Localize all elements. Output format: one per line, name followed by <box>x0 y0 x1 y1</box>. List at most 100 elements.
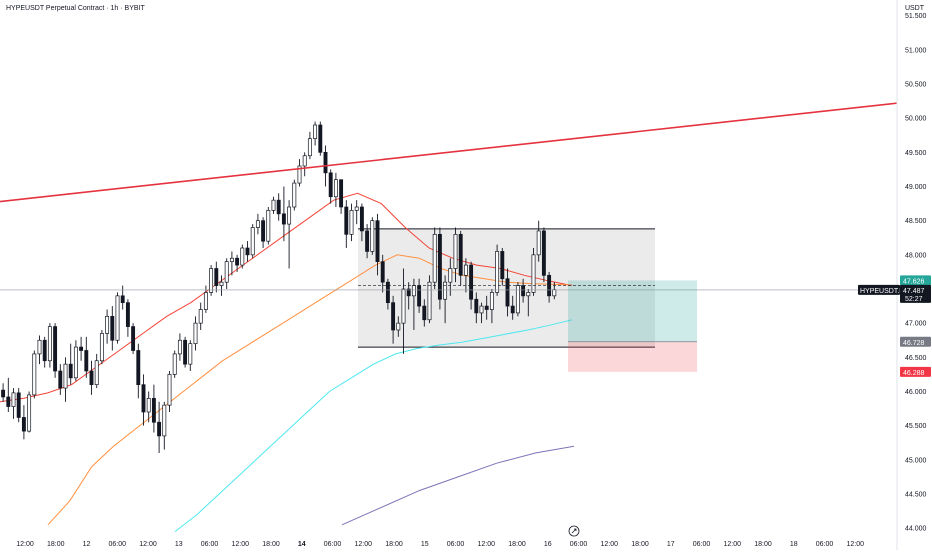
candle[interactable] <box>188 340 193 371</box>
candle[interactable] <box>458 230 463 286</box>
candle[interactable] <box>484 295 489 320</box>
stop-price-tag[interactable]: 46.288 <box>900 366 931 377</box>
candle[interactable] <box>21 405 26 440</box>
candle[interactable] <box>443 275 448 324</box>
candle[interactable] <box>63 357 68 402</box>
candle[interactable] <box>120 285 125 310</box>
candle[interactable] <box>105 309 110 344</box>
candle[interactable] <box>68 343 73 385</box>
trendline[interactable] <box>0 102 898 203</box>
candle[interactable] <box>141 374 146 426</box>
candle[interactable] <box>344 200 349 248</box>
candle[interactable] <box>110 306 115 351</box>
candle[interactable] <box>354 200 359 225</box>
candle[interactable] <box>42 336 47 368</box>
candle[interactable] <box>209 265 214 296</box>
candle[interactable] <box>73 340 78 382</box>
candle[interactable] <box>474 292 479 324</box>
candle[interactable] <box>453 227 458 283</box>
candle[interactable] <box>193 316 198 351</box>
candle[interactable] <box>515 282 520 317</box>
candle[interactable] <box>469 261 474 310</box>
price-axis[interactable]: 51.500 51.000 50.500 50.000 49.500 49.000 48.5… <box>905 13 927 533</box>
candle[interactable] <box>250 224 255 259</box>
candle[interactable] <box>427 275 432 324</box>
candle[interactable] <box>495 244 500 296</box>
profit-zone[interactable] <box>568 280 697 342</box>
candle[interactable] <box>125 299 130 337</box>
candle[interactable] <box>359 203 364 242</box>
candle[interactable] <box>292 179 297 211</box>
candle[interactable] <box>224 258 229 289</box>
candle[interactable] <box>47 323 52 368</box>
candle[interactable] <box>313 121 318 146</box>
candle[interactable] <box>151 384 156 433</box>
candle[interactable] <box>287 200 292 269</box>
candle[interactable] <box>53 323 58 378</box>
candle[interactable] <box>271 196 276 214</box>
candle[interactable] <box>422 299 427 327</box>
candle[interactable] <box>131 323 136 354</box>
candle[interactable] <box>37 335 42 365</box>
candle[interactable] <box>146 391 151 423</box>
candle[interactable] <box>333 172 338 207</box>
candle[interactable] <box>432 227 437 290</box>
candle[interactable] <box>510 295 515 320</box>
candle[interactable] <box>505 268 510 317</box>
candle[interactable] <box>307 131 312 160</box>
candle[interactable] <box>349 203 354 242</box>
candle[interactable] <box>463 258 468 293</box>
candle[interactable] <box>339 179 344 214</box>
candle[interactable] <box>261 217 266 248</box>
symbol-title[interactable]: HYPEUSDT Perpetual Contract · 1h · BYBIT <box>4 4 147 13</box>
candle[interactable] <box>177 333 182 361</box>
candle[interactable] <box>328 169 333 204</box>
candle[interactable] <box>162 401 167 450</box>
candle[interactable] <box>448 258 453 296</box>
candle[interactable] <box>391 295 396 344</box>
candle[interactable] <box>99 330 104 365</box>
candle[interactable] <box>370 217 375 255</box>
candle[interactable] <box>94 353 99 389</box>
candle[interactable] <box>281 186 286 242</box>
candle[interactable] <box>32 350 37 399</box>
candle[interactable] <box>1 383 6 402</box>
candle[interactable] <box>401 268 406 354</box>
candle[interactable] <box>255 213 260 235</box>
candle[interactable] <box>16 388 21 423</box>
candle[interactable] <box>136 343 141 399</box>
candle[interactable] <box>157 401 162 453</box>
candle[interactable] <box>79 336 84 361</box>
time-axis[interactable]: 12:00 18:00 12 06:00 12:00 13 06:00 12:00 18:00 1… <box>16 541 864 548</box>
candle[interactable] <box>375 213 380 276</box>
candle[interactable] <box>11 388 16 419</box>
candle[interactable] <box>318 121 323 156</box>
candle[interactable] <box>396 316 401 337</box>
candle[interactable] <box>302 152 307 177</box>
candle[interactable] <box>385 278 390 310</box>
candle[interactable] <box>172 350 177 378</box>
candle[interactable] <box>167 371 172 412</box>
candle[interactable] <box>500 248 505 286</box>
candle[interactable] <box>235 254 240 272</box>
loss-zone[interactable] <box>568 341 697 372</box>
candle[interactable] <box>489 289 494 324</box>
candle[interactable] <box>297 159 302 187</box>
replay-icon[interactable] <box>568 525 580 537</box>
candle[interactable] <box>115 292 120 344</box>
candle[interactable] <box>531 248 536 296</box>
candle[interactable] <box>526 289 531 317</box>
candle[interactable] <box>219 275 224 296</box>
candle[interactable] <box>27 391 32 433</box>
candle[interactable] <box>276 193 281 221</box>
candle[interactable] <box>266 207 271 245</box>
candle[interactable] <box>198 302 203 330</box>
candle[interactable] <box>245 241 250 262</box>
candle[interactable] <box>437 227 442 310</box>
candle[interactable] <box>89 360 94 395</box>
candle[interactable] <box>214 261 219 293</box>
candle[interactable] <box>229 251 234 276</box>
candle[interactable] <box>84 336 89 378</box>
